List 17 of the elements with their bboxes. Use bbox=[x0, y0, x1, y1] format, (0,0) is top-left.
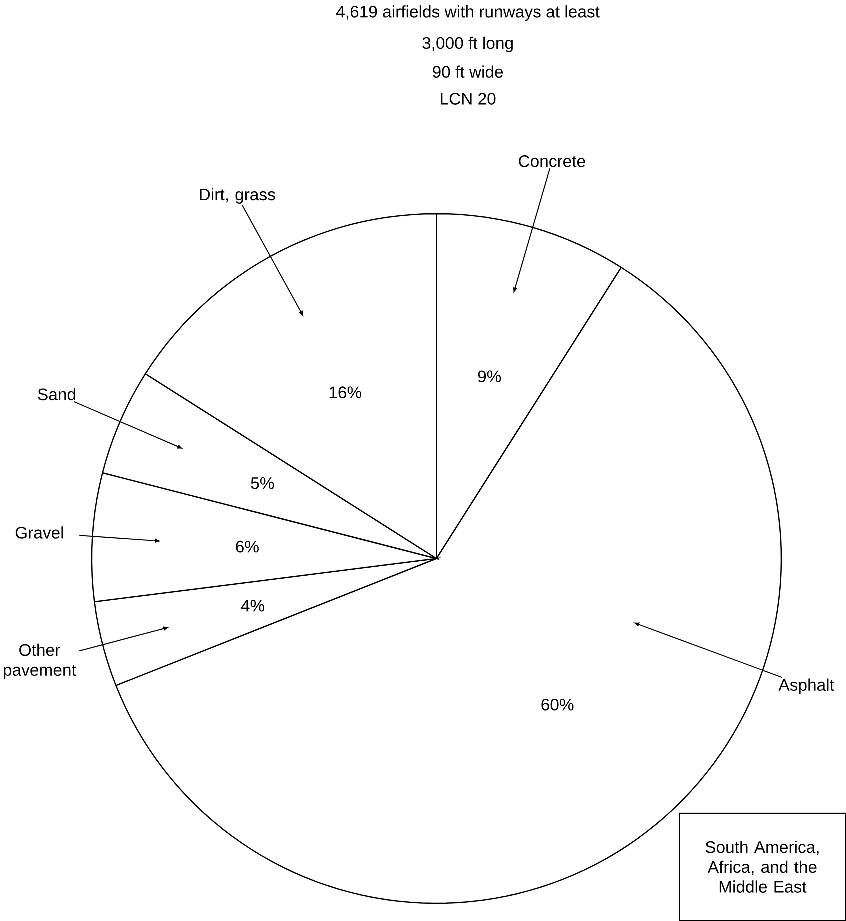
slice-label: Concrete bbox=[518, 156, 586, 168]
slice-label: Asphalt bbox=[778, 678, 834, 694]
text: South America, Africa, and the Middle East bbox=[706, 840, 819, 893]
data-label: 16% bbox=[330, 386, 362, 398]
data-label: 9% bbox=[478, 370, 501, 383]
text: 3,000 ft long bbox=[422, 36, 513, 52]
slice-label: Other pavement bbox=[4, 644, 76, 680]
text: 90 ft wide bbox=[432, 66, 503, 78]
slice-label: Sand bbox=[38, 388, 76, 401]
data-label: 60% bbox=[542, 698, 574, 711]
data-label: 4% bbox=[241, 600, 264, 612]
data-label: 6% bbox=[236, 540, 259, 553]
text: LCN 20 bbox=[440, 93, 496, 105]
slice-label: Gravel bbox=[16, 526, 64, 539]
data-label: 5% bbox=[251, 478, 274, 490]
slice-label: Dirt, grass bbox=[200, 188, 276, 204]
chart-title: 4,619 airfields with runways at least bbox=[336, 6, 600, 22]
